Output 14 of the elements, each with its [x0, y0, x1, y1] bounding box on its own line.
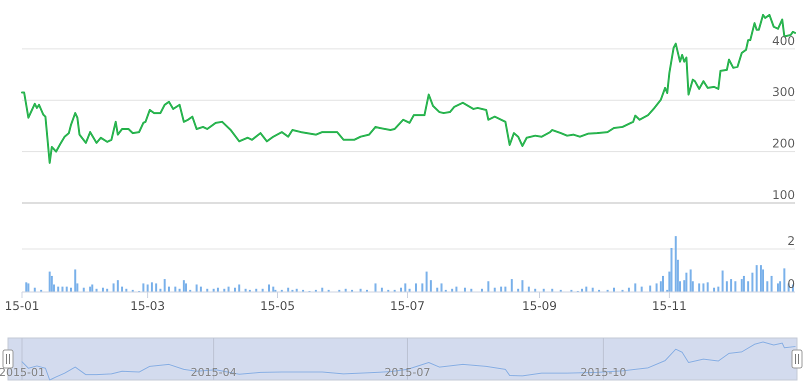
x-tick-label: 15-07 [390, 299, 425, 313]
x-tick-label: 15-11 [652, 299, 687, 313]
x-tick-label: 2015-07 [384, 366, 430, 379]
x-tick-label: 15-09 [522, 299, 557, 313]
y-tick-label: 400 [772, 34, 795, 48]
y-tick-label: 2 [787, 234, 795, 248]
y-tick-label: 200 [772, 136, 795, 151]
x-tick-label: 15-05 [260, 299, 295, 313]
y-tick-label: 0 [787, 277, 795, 291]
x-tick-label: 15-03 [130, 299, 166, 313]
y-tick-label: 300 [772, 85, 795, 100]
x-tick-label: 15-01 [4, 299, 40, 313]
y-tick-label: 100 [772, 188, 795, 202]
x-tick-label: 2015-01 [0, 366, 45, 379]
